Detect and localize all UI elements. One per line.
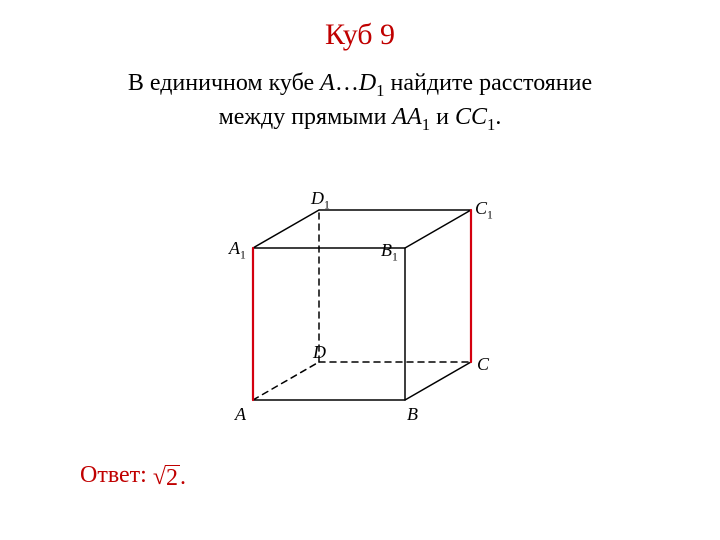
math-var: D: [359, 70, 376, 96]
subscript: 1: [422, 115, 430, 134]
math-var: A: [320, 70, 335, 96]
text: .: [495, 104, 501, 130]
vertex-label-A1: A1: [229, 238, 246, 262]
vertex-label-C: C: [477, 354, 489, 375]
answer-label: Ответ:: [80, 462, 147, 489]
vertex-label-B: B: [407, 404, 418, 425]
vertex-label-D1: D1: [311, 188, 330, 212]
subscript: 1: [376, 81, 384, 100]
slide-title: Куб 9: [0, 18, 720, 52]
text: …: [335, 70, 359, 96]
cube-svg: [215, 148, 505, 428]
vertex-label-B1: B1: [381, 240, 398, 264]
slide: Куб 9 В единичном кубе A…D1 найдите расс…: [0, 0, 720, 540]
text: и: [430, 104, 455, 130]
period: .: [180, 464, 186, 490]
text: В единичном кубе: [128, 70, 320, 96]
math-var: AA: [392, 104, 421, 130]
math-var: CC: [455, 104, 487, 130]
vertex-label-D: D: [313, 342, 326, 363]
text: между прямыми: [219, 104, 393, 130]
radicand: 2: [165, 465, 180, 490]
text: найдите расстояние: [385, 70, 593, 96]
vertex-label-A: A: [235, 404, 246, 425]
vertex-label-C1: C1: [475, 198, 493, 222]
answer-row: Ответ: √2 .: [80, 462, 186, 489]
sqrt-icon: √2: [153, 465, 180, 490]
answer-value: √2 .: [153, 464, 186, 491]
problem-text: В единичном кубе A…D1 найдите расстояние…: [60, 68, 660, 136]
cube-diagram: A B C D A1 B1 C1 D1: [215, 148, 505, 428]
